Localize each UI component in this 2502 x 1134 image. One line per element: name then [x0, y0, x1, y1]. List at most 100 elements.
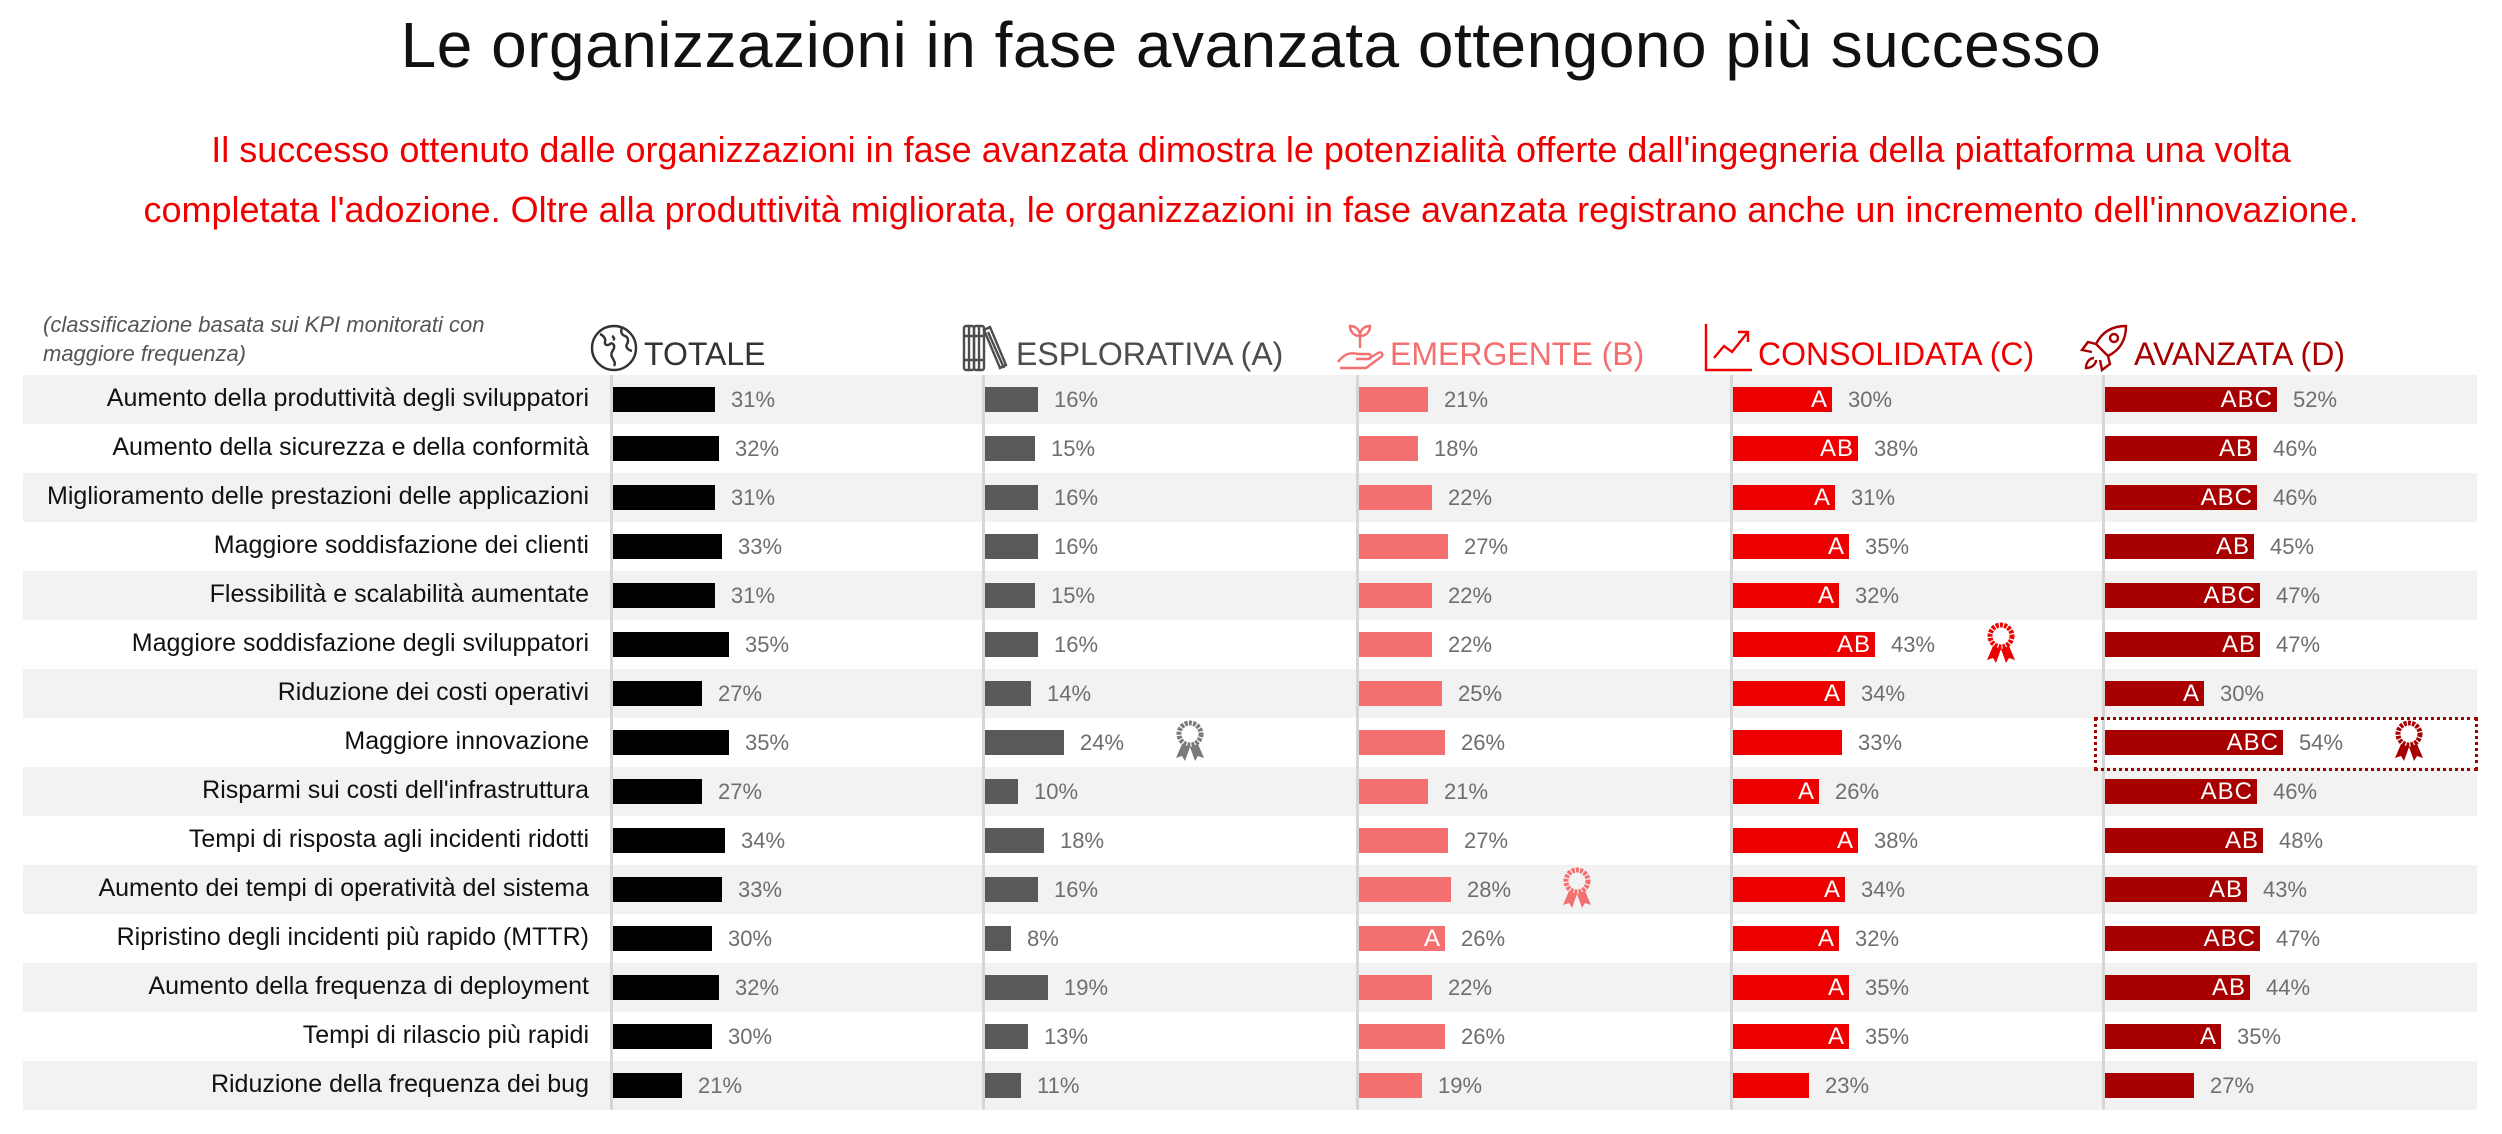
value-label: 31%	[1851, 485, 1896, 510]
value-label: 46%	[2273, 779, 2318, 804]
bar-cell-avanzata: AB 45%	[2105, 534, 2314, 559]
bar-cell-totale: 27%	[613, 681, 762, 706]
significance-letters: A	[1817, 582, 1835, 609]
significance-letters: AB	[1836, 631, 1871, 658]
bar-cell-consolidata: AB 43%	[1733, 632, 1935, 657]
bar-avanzata: ABC	[2105, 583, 2260, 608]
row-label: Aumento della frequenza di deployment	[148, 972, 589, 1000]
bar-cell-consolidata: A 35%	[1733, 975, 1909, 1000]
chart-row: Tempi di rilascio più rapidi 30% 13% 26% A 35…	[23, 1012, 2477, 1061]
bar-cell-avanzata: ABC 46%	[2105, 779, 2317, 804]
bar-emergente	[1359, 828, 1448, 853]
subtitle: Il successo ottenuto dalle organizzazion…	[40, 120, 2462, 240]
bar-esplorativa	[985, 926, 1011, 951]
bar-cell-esplorativa: 8%	[985, 926, 1059, 951]
value-label: 26%	[1461, 1024, 1506, 1049]
bar-consolidata: A	[1733, 534, 1849, 559]
bar-cell-consolidata: A 26%	[1733, 779, 1879, 804]
significance-letters: AB	[2224, 827, 2259, 854]
value-label: 35%	[1865, 534, 1910, 559]
chart-row: Miglioramento delle prestazioni delle ap…	[23, 473, 2477, 522]
value-label: 27%	[718, 681, 763, 706]
value-label: 32%	[1855, 583, 1900, 608]
significance-letters: A	[1817, 925, 1835, 952]
bar-totale	[613, 779, 702, 804]
row-label: Aumento della produttività degli svilupp…	[106, 384, 589, 412]
chart-rows: Aumento della produttività degli svilupp…	[23, 375, 2477, 1110]
award-ribbon-icon	[1983, 622, 2019, 666]
bar-totale	[613, 730, 729, 755]
bar-esplorativa	[985, 534, 1038, 559]
value-label: 27%	[1464, 534, 1509, 559]
row-label: Ripristino degli incidenti più rapido (M…	[116, 923, 589, 951]
award-ribbon-icon	[2391, 720, 2427, 764]
books-icon	[960, 322, 1012, 374]
value-label: 26%	[1461, 926, 1506, 951]
value-label: 35%	[1865, 1024, 1910, 1049]
significance-letters: A	[1823, 680, 1841, 707]
bar-cell-avanzata: ABC 47%	[2105, 926, 2320, 951]
value-label: 32%	[735, 436, 780, 461]
bar-totale	[613, 387, 715, 412]
bar-cell-esplorativa: 13%	[985, 1024, 1088, 1049]
bar-cell-consolidata: A 30%	[1733, 387, 1892, 412]
bar-cell-emergente: 18%	[1359, 436, 1478, 461]
column-header-consolidata: CONSOLIDATA (C)	[1702, 318, 2034, 374]
significance-letters: A	[1823, 876, 1841, 903]
significance-letters: A	[1813, 484, 1831, 511]
bar-cell-emergente: 21%	[1359, 387, 1488, 412]
bar-cell-consolidata: A 35%	[1733, 1024, 1909, 1049]
bar-cell-esplorativa: 10%	[985, 779, 1078, 804]
value-label: 34%	[1861, 681, 1906, 706]
value-label: 15%	[1051, 583, 1096, 608]
bar-emergente	[1359, 436, 1418, 461]
significance-letters: AB	[2218, 435, 2253, 462]
bar-cell-consolidata: A 34%	[1733, 877, 1905, 902]
value-label: 34%	[741, 828, 786, 853]
row-label: Aumento della sicurezza e della conformi…	[112, 433, 589, 461]
bar-avanzata: AB	[2105, 828, 2263, 853]
value-label: 46%	[2273, 485, 2318, 510]
bar-cell-consolidata: A 38%	[1733, 828, 1918, 853]
row-label: Flessibilità e scalabilità aumentate	[209, 580, 589, 608]
value-label: 33%	[1858, 730, 1903, 755]
column-header-totale: TOTALE	[588, 318, 766, 374]
bar-cell-avanzata: AB 47%	[2105, 632, 2320, 657]
bar-cell-emergente: 22%	[1359, 975, 1492, 1000]
bar-esplorativa	[985, 975, 1048, 1000]
value-label: 26%	[1835, 779, 1880, 804]
column-header-avanzata: AVANZATA (D)	[2078, 318, 2345, 374]
value-label: 16%	[1054, 632, 1099, 657]
bar-cell-avanzata: AB 44%	[2105, 975, 2310, 1000]
value-label: 33%	[738, 534, 783, 559]
axis-line-consolidata	[1730, 375, 1733, 1110]
chart-row: Aumento della sicurezza e della conformi…	[23, 424, 2477, 473]
value-label: 22%	[1448, 485, 1493, 510]
bar-totale	[613, 1024, 712, 1049]
bar-cell-avanzata: ABC 54%	[2105, 730, 2343, 755]
bar-totale	[613, 583, 715, 608]
bar-cell-esplorativa: 11%	[985, 1073, 1079, 1098]
bar-avanzata: ABC	[2105, 387, 2277, 412]
bar-cell-avanzata: 27%	[2105, 1073, 2254, 1098]
row-label: Risparmi sui costi dell'infrastruttura	[202, 776, 589, 804]
bar-cell-consolidata: 33%	[1733, 730, 1902, 755]
chart-row: Aumento della produttività degli svilupp…	[23, 375, 2477, 424]
bar-consolidata	[1733, 1073, 1809, 1098]
bar-cell-consolidata: 23%	[1733, 1073, 1869, 1098]
value-label: 25%	[1458, 681, 1503, 706]
bar-emergente	[1359, 632, 1432, 657]
column-header-label: TOTALE	[644, 336, 766, 372]
value-label: 47%	[2276, 926, 2321, 951]
significance-letters: A	[2182, 680, 2200, 707]
bar-cell-totale: 33%	[613, 877, 782, 902]
value-label: 16%	[1054, 387, 1099, 412]
significance-letters: ABC	[2200, 778, 2253, 805]
bar-cell-totale: 31%	[613, 583, 775, 608]
bar-emergente	[1359, 1073, 1422, 1098]
bar-cell-totale: 35%	[613, 730, 789, 755]
bar-cell-totale: 32%	[613, 436, 779, 461]
value-label: 21%	[1444, 387, 1489, 412]
chart-row: Aumento della frequenza di deployment 32%…	[23, 963, 2477, 1012]
bar-cell-totale: 27%	[613, 779, 762, 804]
